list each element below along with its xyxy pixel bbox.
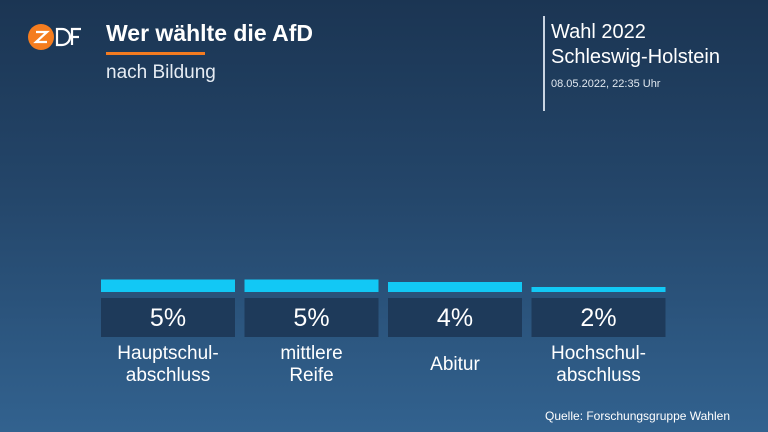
category-label: Reife bbox=[289, 365, 333, 386]
title-underline bbox=[106, 52, 205, 55]
election-timestamp: 08.05.2022, 22:35 Uhr bbox=[551, 78, 661, 90]
category-label: Hauptschul- bbox=[117, 343, 218, 364]
category-label: abschluss bbox=[126, 365, 211, 386]
chart-subtitle: nach Bildung bbox=[106, 62, 216, 83]
category-label: Abitur bbox=[430, 354, 480, 375]
election-info: Wahl 2022 Schleswig-Holstein bbox=[551, 20, 720, 70]
header-divider bbox=[543, 16, 545, 111]
data-label: 5% bbox=[150, 304, 186, 332]
election-region: Schleswig-Holstein bbox=[551, 46, 720, 68]
data-label: 5% bbox=[293, 304, 329, 332]
bar bbox=[388, 282, 522, 292]
bar bbox=[244, 279, 379, 292]
data-label: 4% bbox=[437, 304, 473, 332]
chart-title: Wer wählte die AfD bbox=[106, 20, 314, 46]
value-box bbox=[531, 298, 666, 337]
data-label: 2% bbox=[580, 304, 616, 332]
category-label: mittlere bbox=[280, 343, 342, 364]
value-box bbox=[388, 298, 522, 337]
category-label: abschluss bbox=[556, 365, 641, 386]
category-label: Hochschul- bbox=[551, 343, 646, 364]
bar bbox=[101, 279, 235, 292]
value-box bbox=[101, 298, 235, 337]
election-name: Wahl 2022 bbox=[551, 21, 646, 43]
zdf-logo bbox=[28, 24, 81, 50]
source-note: Quelle: Forschungsgruppe Wahlen bbox=[545, 409, 730, 423]
value-box bbox=[244, 298, 379, 337]
bar bbox=[531, 287, 666, 292]
